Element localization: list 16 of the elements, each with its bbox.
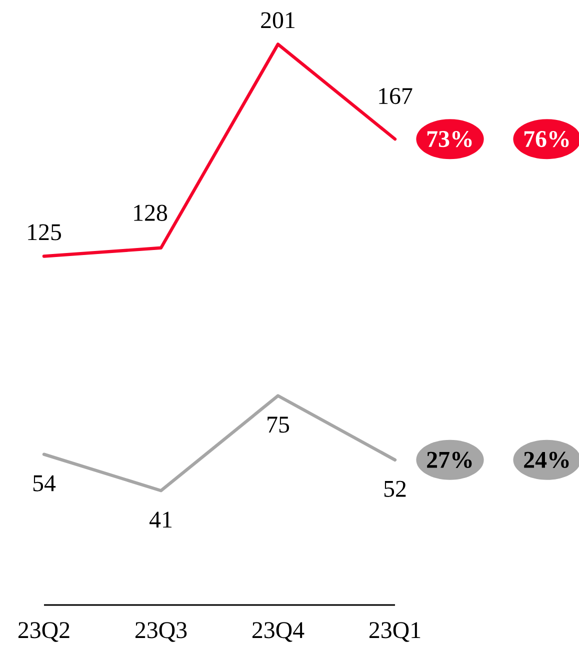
- data-label: 41: [150, 512, 172, 528]
- data-label: 128: [134, 204, 168, 221]
- data-label: 125: [28, 224, 61, 240]
- x-tick-label: 23Q2: [18, 622, 70, 642]
- annotation: 73%: [427, 130, 472, 148]
- data-label: 54: [33, 475, 56, 492]
- data-label: 167: [379, 88, 412, 104]
- x-tick-label: 23Q3: [135, 622, 187, 642]
- x-tick-label: 23Q1: [369, 622, 420, 642]
- data-label: 75: [268, 416, 290, 433]
- data-label: 52: [384, 480, 406, 497]
- text: 76%: [524, 130, 569, 148]
- annotation: 27%: [427, 452, 472, 468]
- text: 24%: [524, 452, 569, 468]
- x-tick-label: 23Q4: [252, 622, 304, 642]
- data-label: 201: [261, 12, 294, 28]
